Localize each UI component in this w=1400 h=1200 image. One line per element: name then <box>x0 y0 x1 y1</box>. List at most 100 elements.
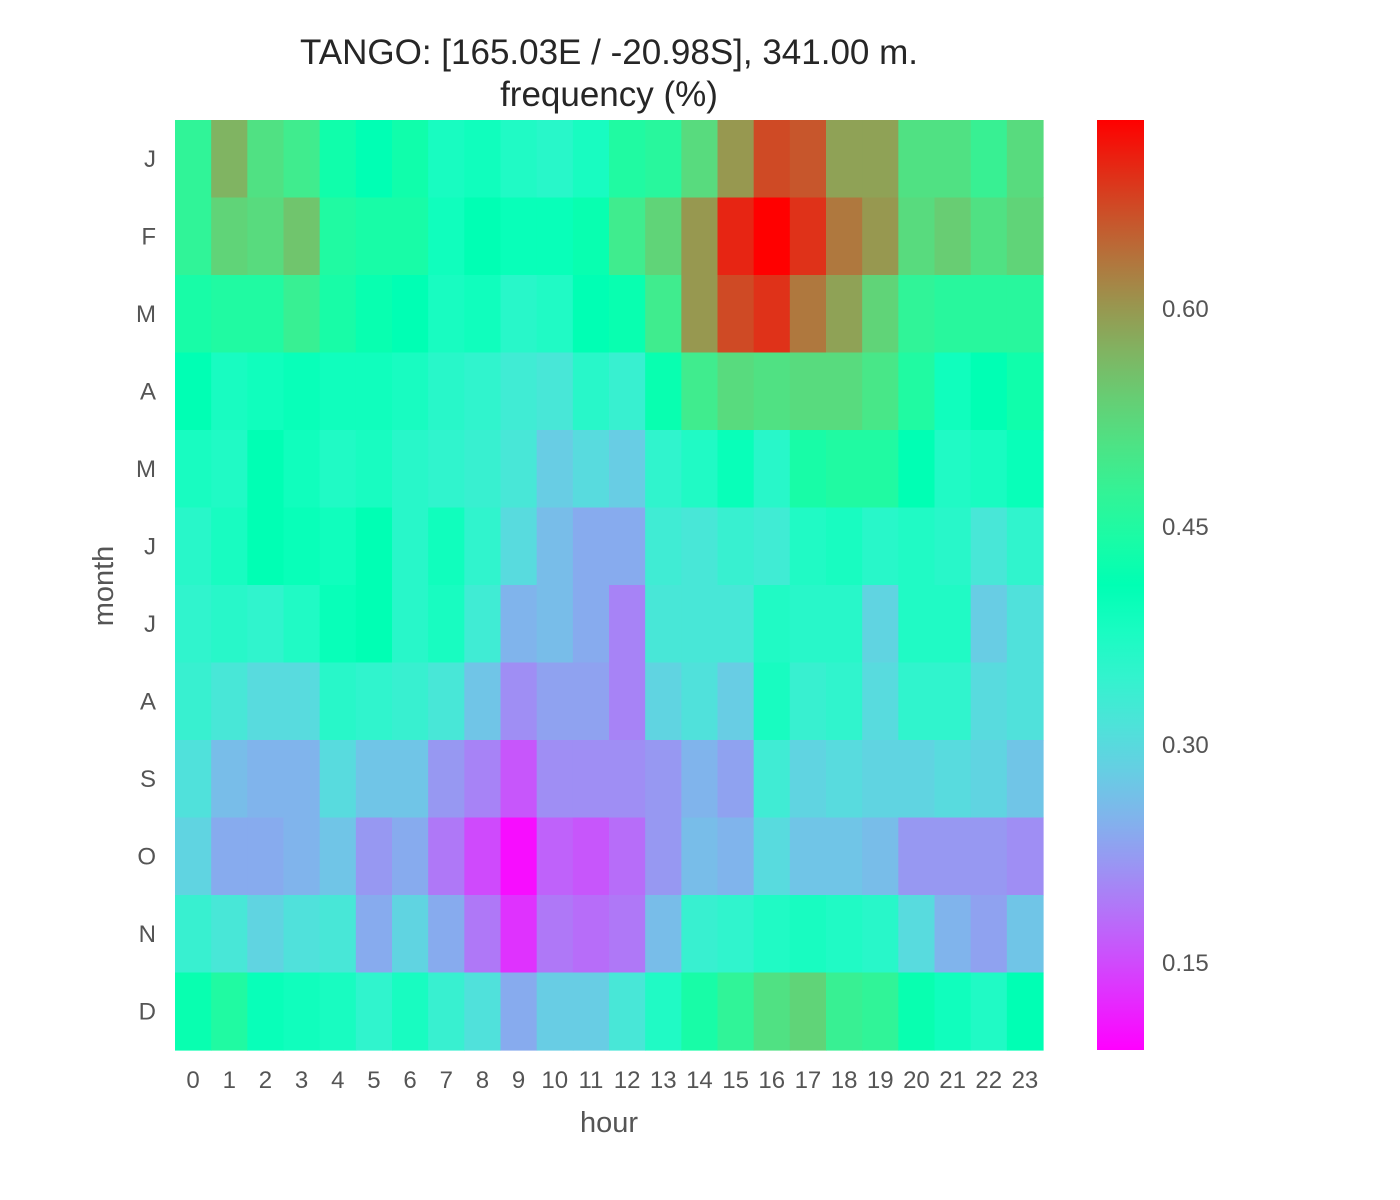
heatmap-cell <box>283 120 321 199</box>
heatmap-cell <box>862 585 899 664</box>
heatmap-cell <box>645 430 682 509</box>
heatmap-cell <box>319 120 357 199</box>
heatmap-cell <box>536 585 574 664</box>
heatmap-cell <box>355 352 393 431</box>
heatmap-cell <box>536 507 574 586</box>
heatmap-cell <box>898 275 936 354</box>
heatmap-cell <box>355 275 393 354</box>
y-tick-label: J <box>144 611 156 638</box>
heatmap-cell <box>753 352 791 431</box>
heatmap-cell <box>572 197 610 276</box>
heatmap-cell <box>500 740 538 819</box>
heatmap-cell <box>1006 662 1044 741</box>
heatmap-cell <box>428 430 465 509</box>
heatmap-cell <box>211 507 248 586</box>
heatmap-cell <box>609 972 646 1051</box>
x-tick-label: 12 <box>614 1067 641 1094</box>
heatmap-cell <box>609 507 646 586</box>
heatmap-cell <box>717 895 755 974</box>
heatmap-cell <box>572 352 610 431</box>
colorbar-tick-label: 0.15 <box>1162 950 1209 977</box>
heatmap-cell <box>211 275 248 354</box>
heatmap-cell <box>500 275 538 354</box>
heatmap-cell <box>898 352 936 431</box>
heatmap-cell <box>428 972 465 1051</box>
heatmap-cell <box>355 662 393 741</box>
heatmap-cell <box>681 352 719 431</box>
heatmap-cell <box>970 895 1008 974</box>
heatmap-cell <box>753 662 791 741</box>
heatmap-cell <box>247 895 285 974</box>
heatmap-cell <box>826 895 863 974</box>
heatmap-cell <box>609 895 646 974</box>
heatmap-cell <box>753 740 791 819</box>
heatmap-cell <box>826 740 863 819</box>
heatmap-cell <box>898 895 936 974</box>
heatmap-cell <box>934 740 972 819</box>
heatmap-cell <box>572 275 610 354</box>
heatmap-cell <box>572 817 610 896</box>
heatmap-cell <box>717 972 755 1051</box>
heatmap-cell <box>536 352 574 431</box>
colorbar-tick-label: 0.30 <box>1162 732 1209 759</box>
heatmap-cell <box>175 817 212 896</box>
heatmap-cell <box>753 507 791 586</box>
heatmap-cell <box>753 817 791 896</box>
x-tick-label: 5 <box>367 1067 380 1094</box>
heatmap-cells <box>175 120 1044 1051</box>
heatmap-cell <box>717 585 755 664</box>
heatmap-cell <box>681 275 719 354</box>
heatmap-cell <box>717 120 755 199</box>
x-tick-label: 10 <box>541 1067 568 1094</box>
heatmap-cell <box>175 430 212 509</box>
chart-subtitle: frequency (%) <box>500 75 718 114</box>
heatmap-cell <box>789 275 827 354</box>
heatmap-cell <box>500 895 538 974</box>
y-tick-labels: J F M A M J J A S O N D <box>136 146 156 1026</box>
x-tick-label: 8 <box>476 1067 489 1094</box>
heatmap-cell <box>283 507 321 586</box>
heatmap-cell <box>500 662 538 741</box>
heatmap-cell <box>500 585 538 664</box>
x-axis-label: hour <box>580 1107 638 1139</box>
x-tick-label: 22 <box>975 1067 1002 1094</box>
heatmap-cell <box>464 895 502 974</box>
heatmap-cell <box>717 275 755 354</box>
heatmap-cell <box>392 817 429 896</box>
heatmap-cell <box>717 817 755 896</box>
heatmap-cell <box>789 740 827 819</box>
heatmap-cell <box>428 817 465 896</box>
heatmap-cell <box>464 585 502 664</box>
heatmap-cell <box>247 120 285 199</box>
heatmap-cell <box>319 430 357 509</box>
heatmap-cell <box>609 197 646 276</box>
heatmap-cell <box>319 275 357 354</box>
heatmap-cell <box>392 895 429 974</box>
heatmap-cell <box>717 197 755 276</box>
heatmap-cell <box>319 895 357 974</box>
heatmap-cell <box>500 120 538 199</box>
heatmap-cell <box>211 895 248 974</box>
heatmap-cell <box>970 972 1008 1051</box>
heatmap-cell <box>536 430 574 509</box>
heatmap-cell <box>609 120 646 199</box>
heatmap-cell <box>898 662 936 741</box>
heatmap-cell <box>536 275 574 354</box>
heatmap-cell <box>826 662 863 741</box>
heatmap-cell <box>862 120 899 199</box>
heatmap-cell <box>572 430 610 509</box>
heatmap-cell <box>464 972 502 1051</box>
x-tick-label: 7 <box>440 1067 453 1094</box>
heatmap-cell <box>319 352 357 431</box>
heatmap-cell <box>572 585 610 664</box>
y-tick-label: D <box>139 998 156 1025</box>
heatmap-cell <box>1006 895 1044 974</box>
heatmap-cell <box>898 740 936 819</box>
heatmap-cell <box>826 120 863 199</box>
heatmap-cell <box>934 352 972 431</box>
heatmap-cell <box>826 275 863 354</box>
heatmap-cell <box>898 972 936 1051</box>
heatmap-cell <box>355 972 393 1051</box>
heatmap-cell <box>175 895 212 974</box>
heatmap-cell <box>464 120 502 199</box>
